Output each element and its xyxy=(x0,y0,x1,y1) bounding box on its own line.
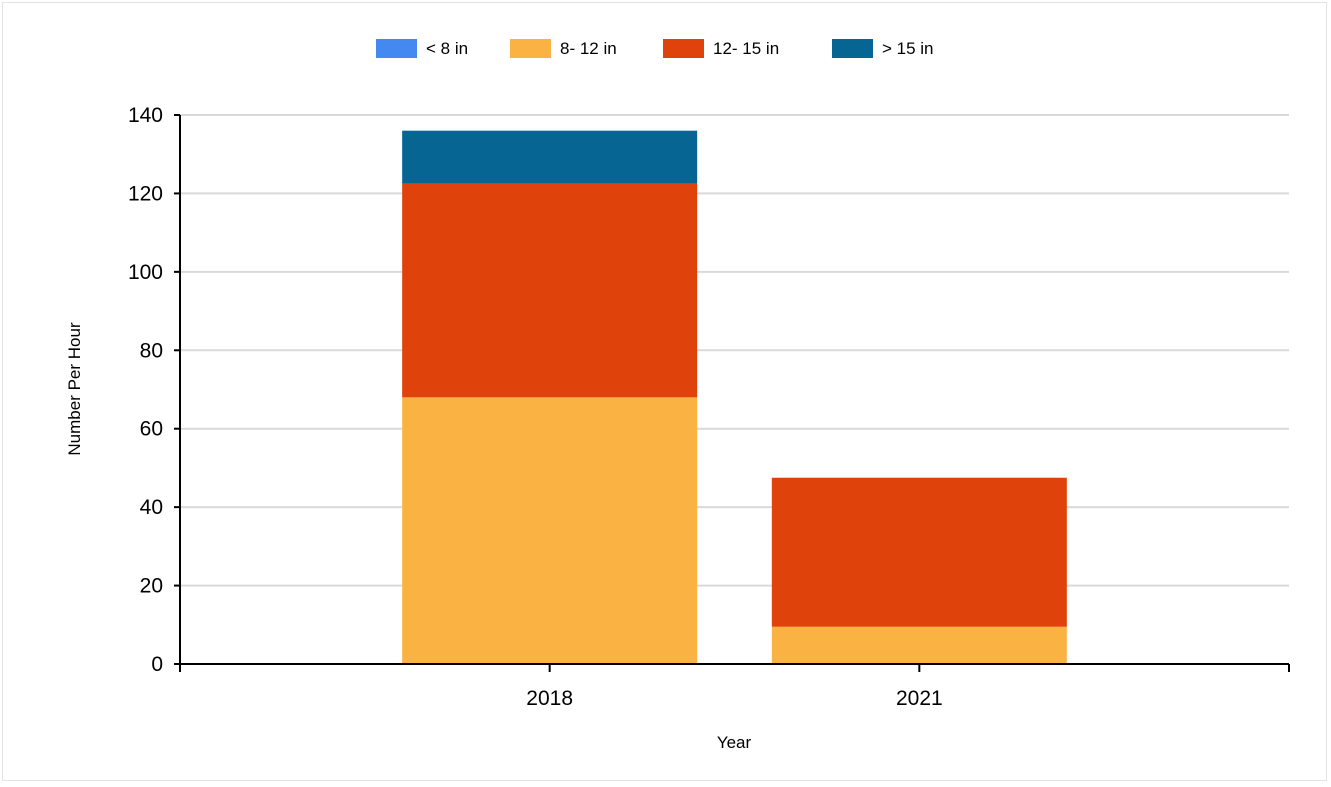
bar-segment xyxy=(771,477,1067,627)
legend-item[interactable]: 8- 12 in xyxy=(510,39,617,58)
legend-label: 12- 15 in xyxy=(713,39,779,58)
legend-item[interactable]: > 15 in xyxy=(832,39,934,58)
axes xyxy=(179,115,1290,672)
legend-swatch xyxy=(663,39,704,58)
x-tick-labels: 2018 2021 xyxy=(526,664,943,710)
x-axis-title: Year xyxy=(717,733,752,752)
legend-swatch xyxy=(510,39,551,58)
y-tick-label: 0 xyxy=(151,653,163,676)
bar-segment xyxy=(771,626,1067,664)
legend-label: 8- 12 in xyxy=(560,39,617,58)
y-tick-label: 20 xyxy=(140,575,163,598)
y-tick-label: 120 xyxy=(128,182,163,205)
y-axis-title: Number Per Hour xyxy=(65,322,84,456)
bar-segment xyxy=(402,183,698,398)
legend-item[interactable]: < 8 in xyxy=(376,39,468,58)
legend-swatch xyxy=(376,39,417,58)
y-tick-label: 100 xyxy=(128,261,163,284)
legend-label: < 8 in xyxy=(426,39,468,58)
y-tick-label: 40 xyxy=(140,496,163,519)
y-tick-label: 80 xyxy=(140,339,163,362)
y-tick-labels: 0 20 40 60 80 100 120 140 xyxy=(128,104,180,676)
y-tick-label: 140 xyxy=(128,104,163,127)
legend: < 8 in 8- 12 in 12- 15 in > 15 in xyxy=(376,39,934,58)
legend-label: > 15 in xyxy=(882,39,934,58)
y-tick-label: 60 xyxy=(140,418,163,441)
stacked-bar-chart: < 8 in 8- 12 in 12- 15 in > 15 in 0 20 40 60 80… xyxy=(65,39,1290,752)
x-tick-label: 2021 xyxy=(896,687,943,710)
bar-segment xyxy=(402,397,698,664)
legend-item[interactable]: 12- 15 in xyxy=(663,39,779,58)
gridlines xyxy=(180,114,1289,587)
legend-swatch xyxy=(832,39,873,58)
x-tick-label: 2018 xyxy=(526,687,573,710)
bars xyxy=(402,130,1067,664)
bar-segment xyxy=(402,130,698,184)
